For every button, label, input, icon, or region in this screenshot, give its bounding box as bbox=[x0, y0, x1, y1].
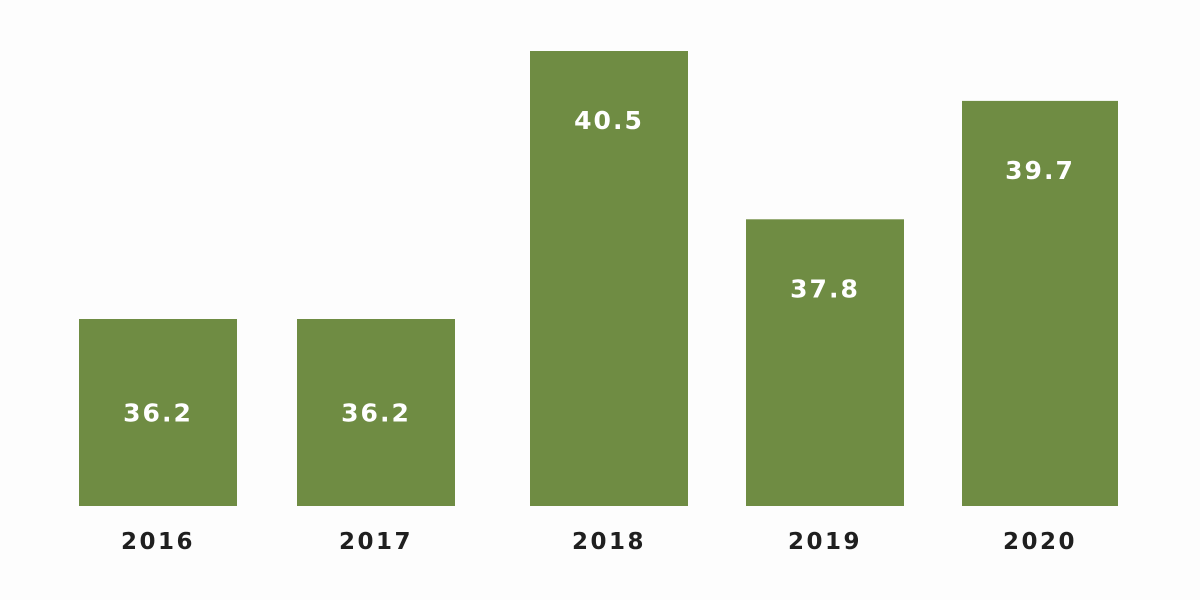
value-labels-group: 36.2 36.2 40.5 37.8 39.7 bbox=[123, 106, 1075, 428]
x-tick-label-2018: 2018 bbox=[572, 529, 646, 555]
bar-2019 bbox=[746, 219, 904, 507]
x-tick-label-2020: 2020 bbox=[1003, 529, 1077, 555]
bar-2017 bbox=[297, 319, 455, 506]
bar-value-label-2016: 36.2 bbox=[123, 399, 193, 428]
bar-2020 bbox=[962, 100, 1118, 507]
x-tick-label-2016: 2016 bbox=[121, 529, 195, 555]
bar-value-label-2017: 36.2 bbox=[341, 399, 411, 428]
bar-value-label-2018: 40.5 bbox=[574, 106, 644, 135]
bar-2018 bbox=[530, 51, 688, 506]
bar-value-label-2019: 37.8 bbox=[790, 274, 860, 303]
bars-group bbox=[79, 51, 1118, 507]
bar-2016 bbox=[79, 319, 237, 506]
x-axis-tick-labels: 2016 2017 2018 2019 2020 bbox=[121, 529, 1077, 555]
x-tick-label-2017: 2017 bbox=[339, 529, 413, 555]
bar-value-label-2020: 39.7 bbox=[1005, 156, 1075, 185]
x-tick-label-2019: 2019 bbox=[788, 529, 862, 555]
